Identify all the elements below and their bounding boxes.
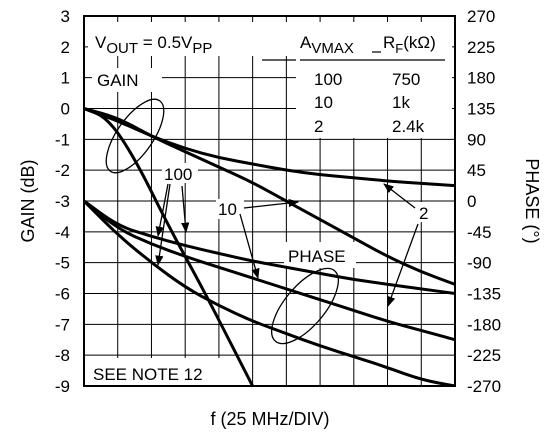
y-tick-label: -5 (55, 254, 70, 273)
arrow-2-gain (383, 183, 416, 209)
avmax-header: AVMAX (300, 33, 354, 57)
x-axis-title: f (25 MHz/DIV) (210, 409, 329, 429)
legend-row-3-r: 2.4k (392, 117, 425, 136)
label-2: 2 (419, 204, 428, 223)
y-tick-label: 0 (61, 100, 70, 119)
gain-ellipse (105, 98, 165, 174)
legend-row-2-r: 1k (392, 93, 410, 112)
y-tick-label: -1 (55, 130, 70, 149)
curve-gain-a-2 (84, 107, 455, 188)
y2-tick-label: 225 (467, 38, 495, 57)
curve-phase-a-2 (84, 199, 455, 295)
vout-equals: = 0.5V (138, 33, 193, 52)
y-tick-label: -2 (55, 161, 70, 180)
y2-tick-label: -90 (467, 254, 492, 273)
rf-subscript: F (395, 41, 403, 56)
y-tick-label: 3 (61, 7, 70, 26)
gain-label-background (92, 68, 162, 92)
vout-prefix: V (95, 33, 107, 52)
y2-tick-label: -225 (467, 346, 501, 365)
arrow-100-phase (155, 183, 171, 267)
y2-tick-label: -180 (467, 315, 501, 334)
y-tick-labels: 3 2 1 0 -1 -2 -3 -4 -5 -6 -7 -8 -9 (55, 7, 70, 396)
y-tick-label: 2 (61, 38, 70, 57)
avmax-prefix: A (300, 33, 312, 52)
y2-tick-label: 270 (467, 7, 495, 26)
arrow-100-gain (155, 183, 169, 238)
y-tick-label: 1 (61, 69, 70, 88)
note-label: SEE NOTE 12 (93, 365, 203, 384)
y2-tick-labels: 270 225 180 135 90 45 0 -45 -90 -135 -180 -225 -270 (467, 7, 501, 396)
legend-row-1-a: 100 (314, 70, 342, 89)
rf-prefix: R (383, 33, 395, 52)
y2-tick-label: 180 (467, 69, 495, 88)
y2-tick-label: 45 (467, 161, 486, 180)
y2-tick-label: 90 (467, 130, 486, 149)
y-tick-label: -9 (55, 377, 70, 396)
phase-label-background (284, 242, 356, 268)
y2-tick-label: -270 (467, 377, 501, 396)
plot-frame (83, 15, 456, 387)
label-100: 100 (164, 165, 192, 184)
label-100-background (162, 163, 198, 183)
note-background (88, 358, 222, 386)
arrow-10-gain (243, 198, 300, 209)
gain-label: GAIN (97, 71, 139, 90)
y2-tick-label: -45 (467, 223, 492, 242)
curve-gain-a-100 (84, 107, 254, 386)
label-10: 10 (218, 200, 237, 219)
phase-label: PHASE (288, 247, 346, 266)
y2-tick-label: -135 (467, 285, 501, 304)
y2-tick-label: 135 (467, 100, 495, 119)
curves (84, 107, 455, 386)
y2-tick-label: 0 (467, 192, 476, 211)
label-10-background (216, 199, 244, 219)
y-axis-title: GAIN (dB) (18, 159, 38, 242)
curve-phase-a-10 (84, 199, 455, 342)
y-tick-label: -6 (55, 285, 70, 304)
arrow-100-tick (181, 185, 190, 234)
legend-row-3-a: 2 (314, 117, 323, 136)
vout-pp-subscript: PP (192, 40, 212, 57)
legend-row-1-r: 750 (392, 70, 420, 89)
rf-header: RF(kΩ) (383, 33, 436, 56)
y-tick-label: -4 (55, 223, 70, 242)
arrow-2-phase (387, 223, 419, 307)
y-tick-label: -7 (55, 315, 70, 334)
phase-ellipse (271, 267, 339, 345)
legend-row-2-a: 10 (314, 93, 333, 112)
label-2-background (416, 202, 432, 222)
avmax-subscript: VMAX (311, 40, 354, 57)
arrow-10-phase (239, 213, 260, 280)
curve-phase-a-100 (84, 199, 455, 386)
y-tick-label: -8 (55, 346, 70, 365)
y2-axis-title: PHASE (°) (522, 158, 542, 243)
vout-label: VOUT = 0.5VPP (95, 33, 212, 57)
y-tick-label: -3 (55, 192, 70, 211)
rf-unit: (kΩ) (403, 33, 436, 52)
header-background (88, 22, 448, 56)
vout-subscript: OUT (106, 40, 138, 57)
